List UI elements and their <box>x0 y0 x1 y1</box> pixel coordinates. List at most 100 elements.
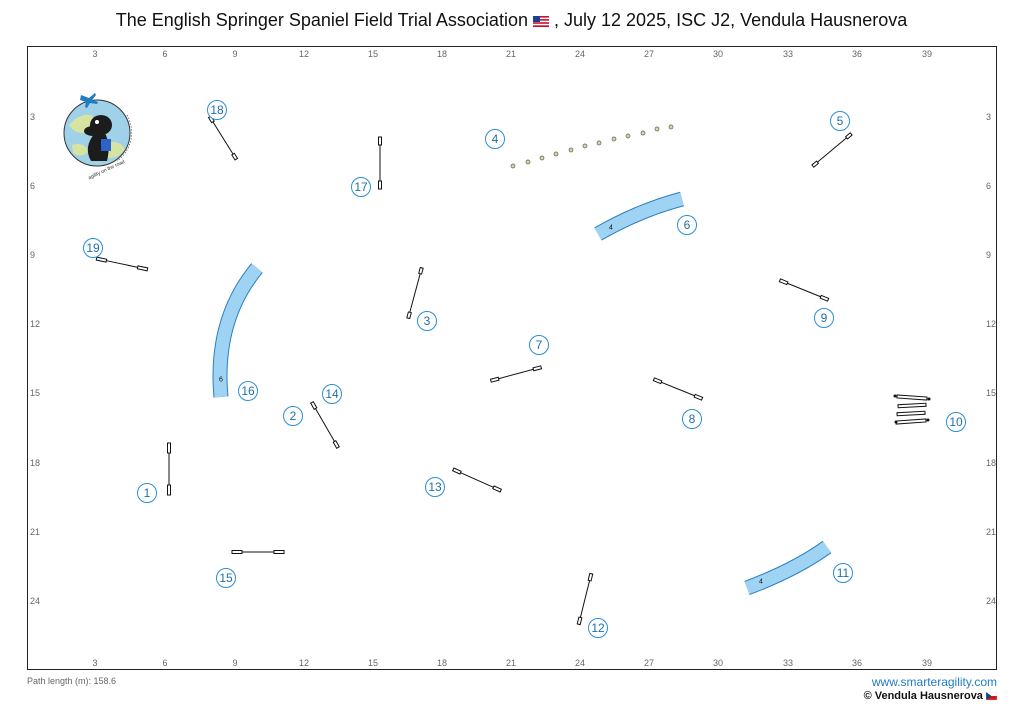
number-9-label: 9 <box>821 311 828 325</box>
number-7-label: 7 <box>536 338 543 352</box>
y-axis-right: 3 6 9 12 15 18 21 24 <box>986 112 996 606</box>
x-tick: 21 <box>506 658 516 668</box>
y-axis-left: 3 6 9 12 15 18 21 24 <box>30 112 40 606</box>
number-14-label: 14 <box>325 387 339 401</box>
y-tick: 3 <box>30 112 35 122</box>
weave-poles <box>510 124 674 169</box>
number-8-label: 8 <box>689 412 696 426</box>
path-length: Path length (m): 158.6 <box>27 676 117 686</box>
x-tick: 12 <box>299 49 309 59</box>
y-tick: 9 <box>30 250 35 260</box>
y-tick: 18 <box>30 458 40 468</box>
number-2: 2 <box>283 406 303 426</box>
number-13-label: 13 <box>428 480 442 494</box>
tunnel-16: 6 <box>212 263 263 398</box>
jump-17 <box>378 136 382 190</box>
number-7: 7 <box>529 335 549 355</box>
tunnel-16-label: 6 <box>219 377 223 384</box>
x-tick: 12 <box>299 658 309 668</box>
x-tick: 27 <box>644 658 654 668</box>
website-link[interactable]: www.smarteragility.com <box>871 675 997 689</box>
number-6-label: 6 <box>684 218 691 232</box>
tunnel-6-label: 4 <box>609 225 613 232</box>
y-tick: 9 <box>986 250 991 260</box>
number-19-label: 19 <box>86 241 100 255</box>
x-tick: 6 <box>162 658 167 668</box>
x-tick: 30 <box>713 49 723 59</box>
x-tick: 33 <box>783 49 793 59</box>
jumps <box>95 115 853 626</box>
long-jump-10 <box>893 394 931 425</box>
jump-13 <box>451 467 503 493</box>
tunnel-11: 4 <box>744 540 832 596</box>
x-tick: 3 <box>92 658 97 668</box>
number-17-label: 17 <box>354 180 368 194</box>
x-tick: 21 <box>506 49 516 59</box>
page-title: The English Springer Spaniel Field Trial… <box>0 10 1023 31</box>
jump-8 <box>652 377 704 401</box>
x-tick: 33 <box>783 658 793 668</box>
jump-12 <box>576 572 594 626</box>
x-tick: 30 <box>713 658 723 668</box>
x-tick: 18 <box>437 49 447 59</box>
y-tick: 21 <box>30 527 40 537</box>
czech-flag-icon <box>985 691 998 701</box>
y-tick: 24 <box>986 596 996 606</box>
x-axis-top: 3 6 9 12 15 18 21 24 27 30 33 36 39 <box>92 49 932 59</box>
y-tick: 21 <box>986 527 996 537</box>
number-1: 1 <box>137 483 157 503</box>
x-tick: 39 <box>922 658 932 668</box>
obstacle-numbers: 1 2 3 4 5 6 7 8 9 10 11 12 13 14 15 16 1… <box>83 100 966 638</box>
number-9: 9 <box>814 308 834 328</box>
number-19: 19 <box>83 238 103 258</box>
number-13: 13 <box>425 477 445 497</box>
number-17: 17 <box>351 177 371 197</box>
x-tick: 36 <box>852 658 862 668</box>
y-tick: 12 <box>986 319 996 329</box>
x-tick: 15 <box>368 49 378 59</box>
x-tick: 36 <box>852 49 862 59</box>
x-tick: 9 <box>232 49 237 59</box>
jump-7 <box>489 365 543 383</box>
number-2-label: 2 <box>290 409 297 423</box>
number-8: 8 <box>682 409 702 429</box>
number-18: 18 <box>207 100 227 120</box>
jump-5 <box>811 132 853 168</box>
x-axis-bottom: 3 6 9 12 15 18 21 24 27 30 33 36 39 <box>92 658 932 668</box>
number-16: 16 <box>238 381 258 401</box>
number-18-label: 18 <box>210 103 224 117</box>
number-6: 6 <box>677 215 697 235</box>
y-tick: 24 <box>30 596 40 606</box>
y-tick: 3 <box>986 112 991 122</box>
number-11: 11 <box>833 563 853 583</box>
x-tick: 24 <box>575 49 585 59</box>
x-tick: 18 <box>437 658 447 668</box>
number-14: 14 <box>322 384 342 404</box>
course-field <box>27 46 997 670</box>
jump-3 <box>406 266 424 320</box>
tunnel-11-label: 4 <box>759 579 763 586</box>
title-text-2: , July 12 2025, ISC J2, Vendula Hausnero… <box>554 10 908 30</box>
number-4: 4 <box>485 129 505 149</box>
jump-1 <box>167 442 171 496</box>
number-12-label: 12 <box>591 621 605 635</box>
x-tick: 15 <box>368 658 378 668</box>
number-10-label: 10 <box>949 415 963 429</box>
number-16-label: 16 <box>241 384 255 398</box>
number-5-label: 5 <box>837 114 844 128</box>
x-tick: 39 <box>922 49 932 59</box>
y-tick: 12 <box>30 319 40 329</box>
copyright-text: © Vendula Hausnerova <box>863 690 983 702</box>
number-3-label: 3 <box>424 314 431 328</box>
x-tick: 24 <box>575 658 585 668</box>
jump-18 <box>207 115 239 161</box>
number-1-label: 1 <box>144 486 151 500</box>
copyright: © Vendula Hausnerova <box>863 690 998 702</box>
y-tick: 6 <box>986 181 991 191</box>
tunnel-6: 4 <box>594 191 684 241</box>
jump-9 <box>778 278 830 302</box>
y-tick: 6 <box>30 181 35 191</box>
y-tick: 18 <box>986 458 996 468</box>
jump-19 <box>95 256 149 272</box>
